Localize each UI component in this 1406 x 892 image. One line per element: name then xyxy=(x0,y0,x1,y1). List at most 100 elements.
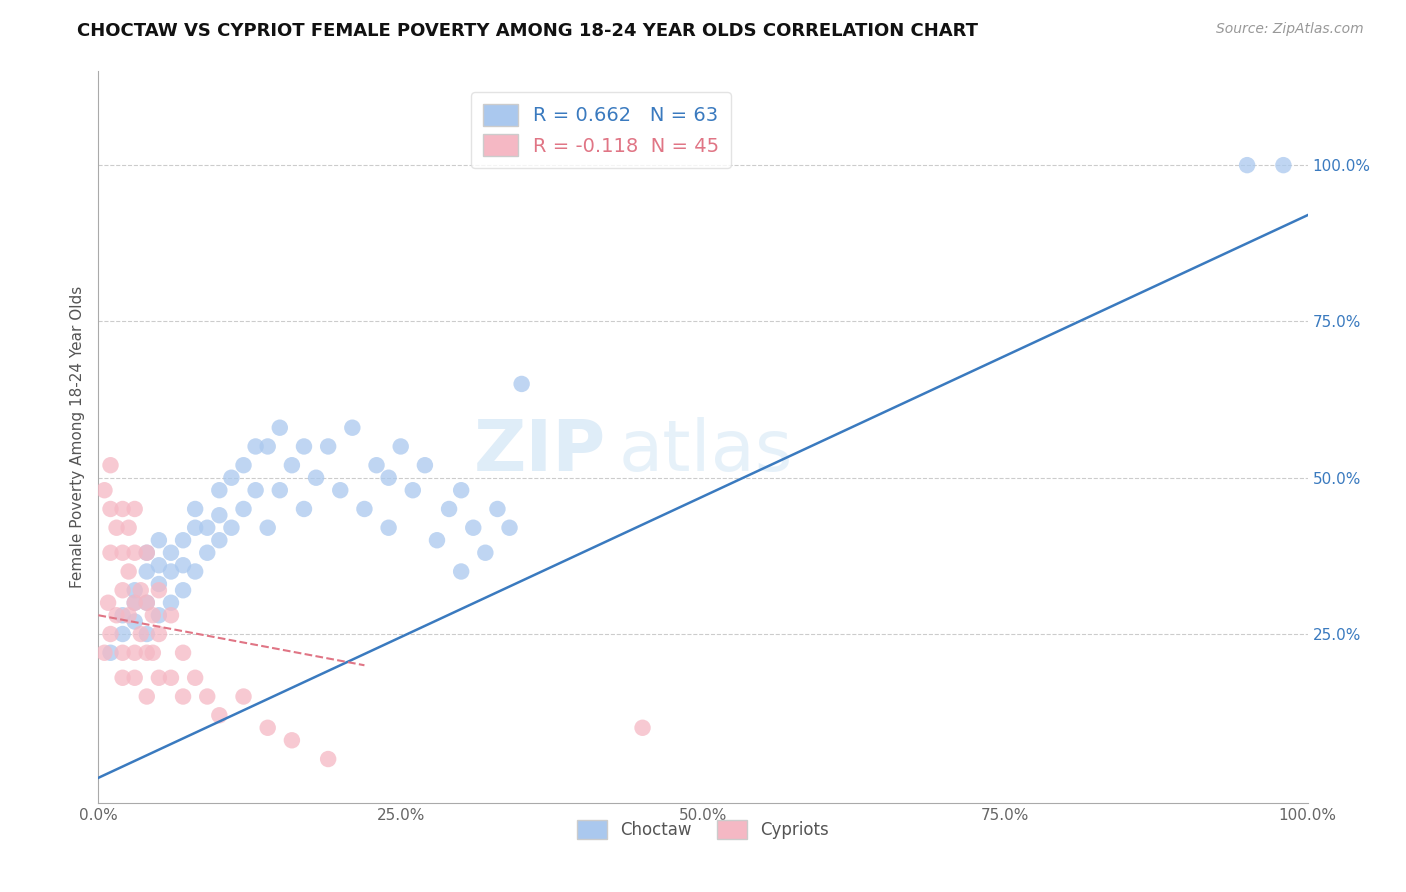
Point xyxy=(142,608,165,623)
Point xyxy=(208,708,231,723)
Point xyxy=(105,608,128,623)
Point xyxy=(413,458,436,473)
Point xyxy=(129,583,152,598)
Point xyxy=(221,521,243,535)
Point xyxy=(100,646,122,660)
Point xyxy=(232,458,254,473)
Point xyxy=(245,483,267,498)
Point xyxy=(316,440,339,454)
Point xyxy=(124,671,146,685)
Point xyxy=(148,533,170,548)
Point xyxy=(111,608,134,623)
Point xyxy=(111,583,134,598)
Point xyxy=(93,483,115,498)
Point xyxy=(100,546,122,560)
Point xyxy=(135,596,157,610)
Point xyxy=(377,521,399,535)
Point xyxy=(292,502,315,516)
Point xyxy=(142,646,165,660)
Point xyxy=(148,608,170,623)
Point xyxy=(124,583,146,598)
Point xyxy=(269,483,291,498)
Point xyxy=(111,627,134,641)
Point xyxy=(100,458,122,473)
Point xyxy=(342,420,364,434)
Y-axis label: Female Poverty Among 18-24 Year Olds: Female Poverty Among 18-24 Year Olds xyxy=(69,286,84,588)
Point xyxy=(160,596,183,610)
Text: ZIP: ZIP xyxy=(474,417,606,486)
Point xyxy=(474,546,496,560)
Point xyxy=(208,508,231,523)
Point xyxy=(281,458,304,473)
Point xyxy=(184,521,207,535)
Point xyxy=(232,690,254,704)
Point xyxy=(256,521,278,535)
Point xyxy=(135,690,157,704)
Point xyxy=(256,440,278,454)
Point xyxy=(631,721,654,735)
Point xyxy=(97,596,120,610)
Point xyxy=(172,646,194,660)
Point xyxy=(135,627,157,641)
Point xyxy=(402,483,425,498)
Point xyxy=(1236,158,1258,172)
Point xyxy=(172,533,194,548)
Point xyxy=(172,558,194,573)
Point xyxy=(111,546,134,560)
Point xyxy=(124,646,146,660)
Point xyxy=(353,502,375,516)
Point xyxy=(486,502,509,516)
Point xyxy=(135,646,157,660)
Point xyxy=(135,565,157,579)
Point xyxy=(124,502,146,516)
Point xyxy=(111,502,134,516)
Point xyxy=(510,376,533,391)
Point xyxy=(111,646,134,660)
Point xyxy=(281,733,304,747)
Point xyxy=(184,565,207,579)
Point xyxy=(221,471,243,485)
Point xyxy=(463,521,485,535)
Point xyxy=(172,583,194,598)
Point xyxy=(316,752,339,766)
Point xyxy=(1272,158,1295,172)
Point xyxy=(118,521,141,535)
Point xyxy=(195,690,218,704)
Point xyxy=(105,521,128,535)
Point xyxy=(292,440,315,454)
Legend: Choctaw, Cypriots: Choctaw, Cypriots xyxy=(571,814,835,846)
Point xyxy=(100,502,122,516)
Point xyxy=(93,646,115,660)
Point xyxy=(232,502,254,516)
Point xyxy=(118,608,141,623)
Point xyxy=(135,546,157,560)
Point xyxy=(148,671,170,685)
Point xyxy=(148,577,170,591)
Point xyxy=(389,440,412,454)
Point xyxy=(450,483,472,498)
Point xyxy=(208,483,231,498)
Text: Source: ZipAtlas.com: Source: ZipAtlas.com xyxy=(1216,22,1364,37)
Point xyxy=(160,565,183,579)
Point xyxy=(148,627,170,641)
Point xyxy=(148,558,170,573)
Point xyxy=(148,583,170,598)
Point xyxy=(450,565,472,579)
Point xyxy=(124,596,146,610)
Text: atlas: atlas xyxy=(619,417,793,486)
Text: CHOCTAW VS CYPRIOT FEMALE POVERTY AMONG 18-24 YEAR OLDS CORRELATION CHART: CHOCTAW VS CYPRIOT FEMALE POVERTY AMONG … xyxy=(77,22,979,40)
Point xyxy=(184,502,207,516)
Point xyxy=(245,440,267,454)
Point xyxy=(160,546,183,560)
Point xyxy=(118,565,141,579)
Point xyxy=(269,420,291,434)
Point xyxy=(129,627,152,641)
Point xyxy=(195,521,218,535)
Point xyxy=(184,671,207,685)
Point xyxy=(329,483,352,498)
Point xyxy=(437,502,460,516)
Point xyxy=(377,471,399,485)
Point xyxy=(124,615,146,629)
Point xyxy=(172,690,194,704)
Point xyxy=(160,608,183,623)
